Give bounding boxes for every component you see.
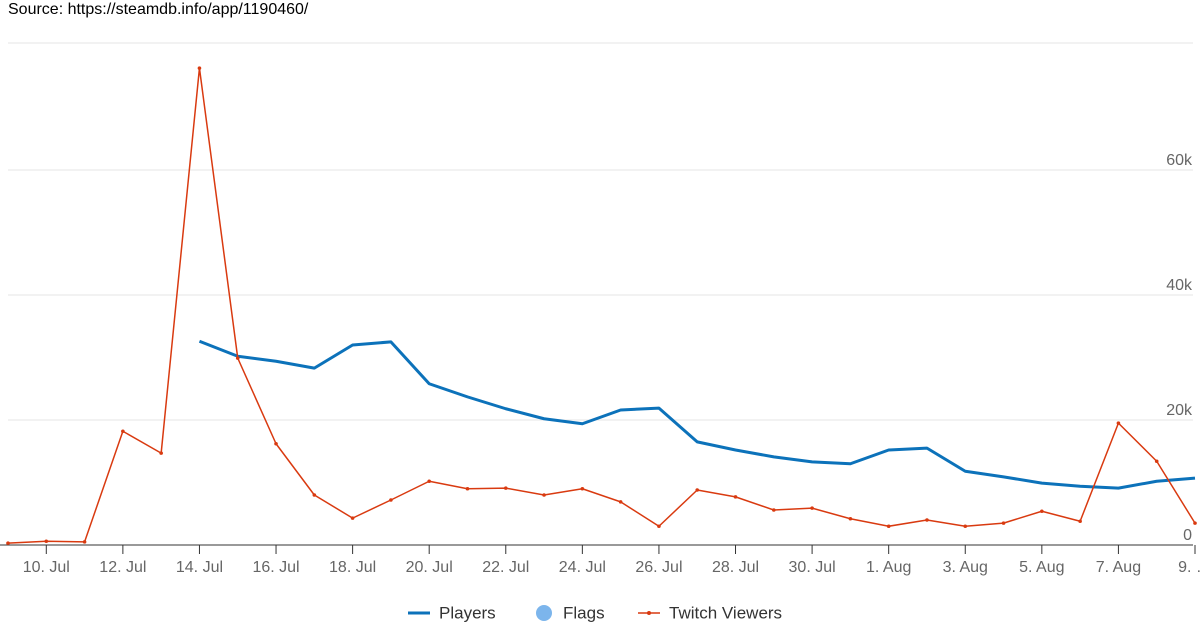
x-tick-label: 12. Jul <box>99 559 146 576</box>
point <box>657 524 661 529</box>
point <box>6 541 10 545</box>
point <box>1193 521 1197 525</box>
x-tick-label: 20. Jul <box>406 559 453 576</box>
point <box>963 524 968 529</box>
series-line <box>198 339 1196 490</box>
y-tick-label: 60k <box>1166 152 1193 169</box>
x-tick-label: 28. Jul <box>712 559 759 576</box>
point <box>350 516 355 520</box>
point <box>274 441 278 446</box>
point <box>235 356 240 360</box>
legend-label: Players <box>439 603 496 622</box>
x-tick-label: 16. Jul <box>252 559 299 576</box>
x-tick-label: 26. Jul <box>635 559 682 576</box>
point <box>159 451 163 455</box>
point <box>772 508 776 512</box>
series-line <box>7 67 1196 544</box>
y-tick-label: 0 <box>1183 527 1192 544</box>
point <box>1116 421 1121 425</box>
x-tick-label: 7. Aug <box>1096 559 1141 576</box>
legend-label: Twitch Viewers <box>669 603 782 622</box>
point <box>1040 509 1044 514</box>
point <box>1078 519 1082 524</box>
x-tick-label: 18. Jul <box>329 559 376 576</box>
x-tick-label: 24. Jul <box>559 559 606 576</box>
x-tick-label: 22. Jul <box>482 559 529 576</box>
point <box>886 524 891 529</box>
point <box>389 498 393 502</box>
legend-label: Flags <box>563 603 605 622</box>
point <box>542 493 546 497</box>
point <box>427 479 431 484</box>
point <box>925 518 929 522</box>
legend-swatch <box>536 605 552 621</box>
point <box>465 486 470 491</box>
point <box>503 486 508 490</box>
point <box>733 495 738 499</box>
y-tick-label: 40k <box>1166 277 1193 294</box>
x-tick-label: 5. Aug <box>1019 559 1064 576</box>
x-tick-label: 14. Jul <box>176 559 223 576</box>
point <box>121 429 125 434</box>
point <box>312 493 317 497</box>
point <box>695 488 700 492</box>
y-tick-label: 20k <box>1166 402 1193 419</box>
point <box>618 500 623 504</box>
point <box>810 506 814 510</box>
x-tick-label: 10. Jul <box>23 559 70 576</box>
x-tick-label: 1. Aug <box>866 559 911 576</box>
point <box>580 486 585 491</box>
x-tick-label: 30. Jul <box>789 559 836 576</box>
point <box>1154 459 1159 464</box>
point <box>197 66 202 70</box>
point <box>1001 521 1006 525</box>
point <box>44 539 49 544</box>
x-tick-label: 9. … <box>1178 559 1200 576</box>
x-tick-label: 3. Aug <box>943 559 988 576</box>
source: Source: https://steamdb.info/app/1190460… <box>8 1 309 18</box>
point <box>848 516 853 521</box>
point <box>82 540 87 544</box>
legend-swatch <box>647 611 651 615</box>
